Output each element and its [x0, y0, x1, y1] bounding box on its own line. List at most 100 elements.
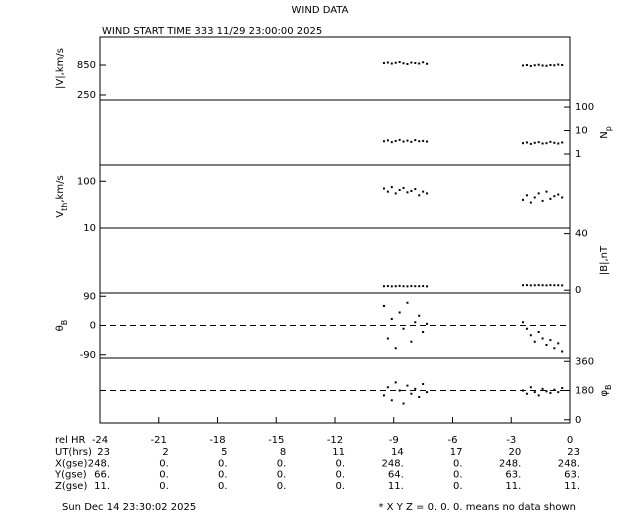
data-point: [414, 188, 417, 191]
data-point: [557, 342, 560, 345]
data-point: [422, 331, 425, 333]
row-value: 248.: [88, 458, 110, 469]
data-point: [426, 192, 429, 195]
row-value: 11.: [505, 481, 521, 492]
data-point: [414, 285, 417, 288]
data-point: [410, 392, 413, 395]
data-point: [406, 63, 409, 65]
data-point: [394, 192, 397, 195]
data-point: [529, 201, 532, 204]
y-axis-label: Np: [599, 126, 613, 139]
data-point: [390, 62, 393, 65]
footer-note: * X Y Z = 0. 0. 0. means no data shown: [378, 502, 576, 512]
data-point: [541, 142, 544, 145]
data-point: [522, 64, 524, 67]
data-point: [557, 63, 560, 66]
data-point: [553, 347, 556, 350]
row-value: 23: [97, 447, 110, 458]
data-point: [390, 285, 393, 288]
data-point: [533, 141, 536, 144]
data-point: [541, 64, 544, 67]
row-value: 0.: [335, 458, 345, 469]
data-point: [537, 331, 540, 333]
row-value: 0.: [453, 458, 463, 469]
row-label: Z(gse): [55, 481, 87, 492]
data-point: [394, 139, 397, 142]
row-value: 8: [280, 447, 286, 458]
data-point: [386, 386, 389, 389]
row-value: 0.: [335, 481, 345, 492]
data-point: [422, 61, 425, 64]
data-point: [410, 285, 413, 288]
data-point: [541, 284, 544, 287]
y-axis-label: Vth,km/s: [55, 175, 69, 217]
data-point: [533, 391, 536, 394]
row-value: 0.: [159, 458, 169, 469]
data-point: [398, 61, 401, 63]
data-point: [545, 344, 548, 346]
data-point: [522, 198, 524, 201]
x-tick-label: -6: [448, 435, 458, 446]
data-point: [406, 191, 409, 194]
x-tick-label: -15: [268, 435, 284, 446]
data-point: [522, 389, 524, 392]
data-point: [549, 339, 552, 342]
data-point: [561, 350, 564, 353]
data-point: [410, 189, 413, 192]
data-point: [525, 392, 528, 395]
row-label: X(gse): [55, 458, 87, 469]
footer-date: Sun Dec 14 23:30:02 2025: [62, 502, 196, 512]
y-axis-label-part: N: [599, 131, 610, 138]
y-axis-label-part: |V|,km/s: [55, 48, 66, 89]
y-tick-label: 1: [575, 149, 581, 160]
y-tick-label: 850: [77, 60, 96, 71]
x-tick-label: -18: [209, 435, 225, 446]
data-point: [549, 391, 552, 394]
data-point: [418, 194, 421, 197]
data-point: [525, 64, 528, 66]
data-point: [533, 340, 536, 343]
data-point: [557, 193, 560, 196]
data-point: [382, 62, 385, 64]
data-point: [525, 284, 528, 287]
data-point: [549, 64, 552, 66]
data-point: [382, 394, 385, 397]
row-value: 20: [509, 447, 522, 458]
data-point: [541, 337, 544, 340]
data-point: [545, 64, 548, 67]
data-point: [394, 61, 397, 64]
data-point: [545, 390, 548, 393]
row-value: 0.: [218, 458, 228, 469]
data-point: [561, 284, 564, 287]
data-point: [398, 138, 401, 141]
x-tick-label: -21: [151, 435, 167, 446]
data-point: [414, 139, 417, 142]
data-point: [386, 61, 389, 64]
data-point: [557, 391, 560, 394]
data-point: [410, 140, 413, 143]
y-axis-label-part: ,km/s: [55, 175, 66, 202]
x-axis-label: rel HR: [55, 435, 86, 446]
y-axis-label-part: θ: [55, 325, 66, 331]
row-value: 23: [567, 447, 580, 458]
data-point: [406, 301, 409, 304]
data-point: [522, 321, 524, 324]
data-point: [402, 285, 405, 288]
data-point: [529, 386, 532, 389]
data-point: [402, 62, 405, 65]
y-axis-label-part: B: [60, 320, 69, 326]
row-value: 0.: [218, 470, 228, 481]
y-axis-label-part: V: [55, 211, 66, 218]
data-point: [533, 64, 536, 67]
data-point: [406, 384, 409, 387]
chart-title: WIND DATA: [292, 5, 349, 16]
data-point: [394, 381, 397, 384]
data-point: [561, 196, 564, 199]
data-point: [549, 197, 552, 200]
data-point: [414, 321, 417, 324]
row-value: 0.: [277, 481, 287, 492]
y-tick-label: 10: [575, 126, 588, 137]
data-point: [537, 192, 540, 195]
data-point: [541, 199, 544, 202]
